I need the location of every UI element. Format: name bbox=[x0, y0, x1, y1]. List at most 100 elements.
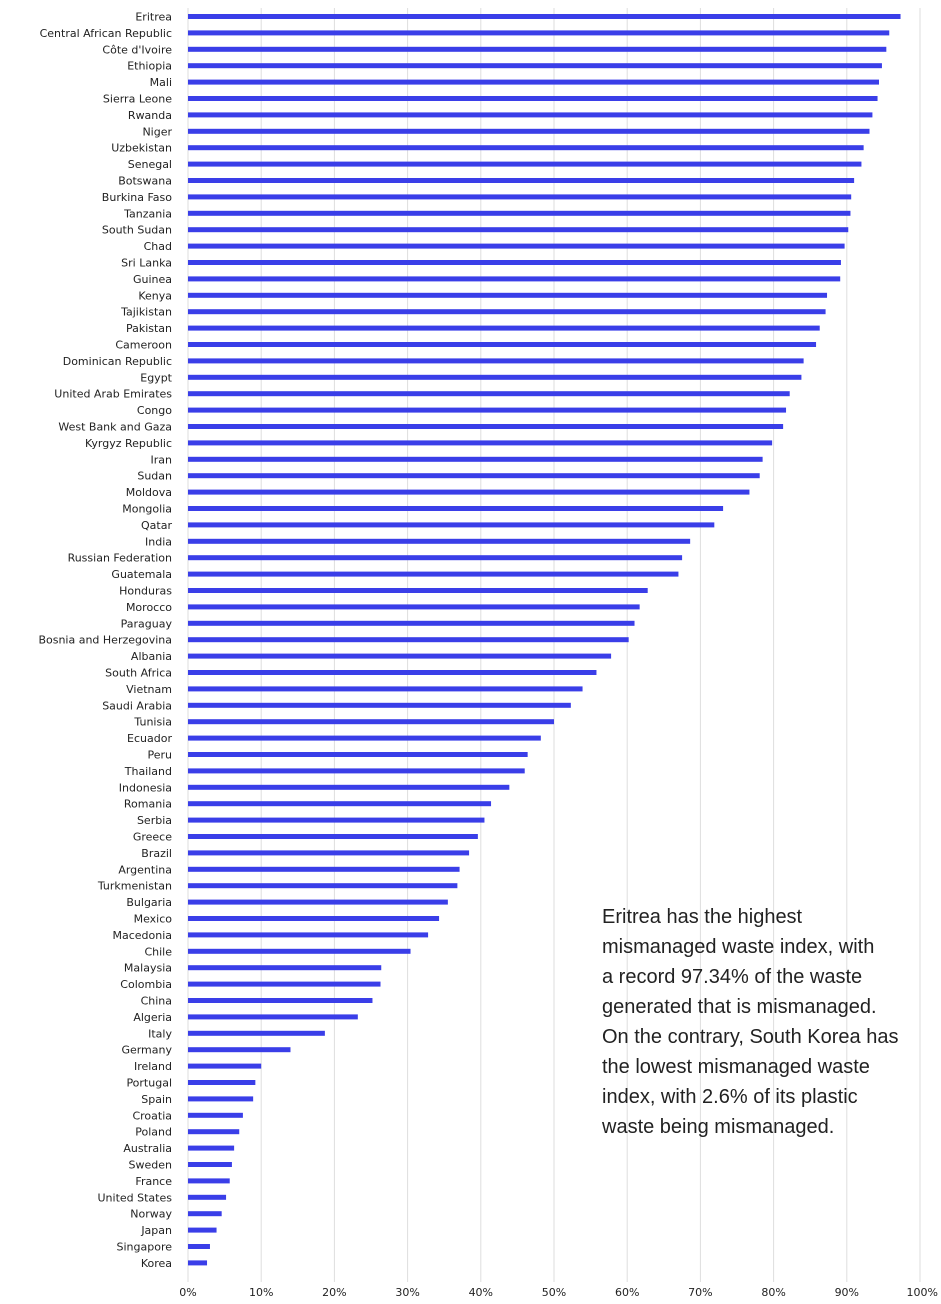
annotation-line: mismanaged waste index, with bbox=[602, 936, 875, 958]
bar bbox=[188, 161, 862, 167]
bar bbox=[188, 1112, 243, 1118]
category-label: Mongolia bbox=[122, 503, 172, 516]
category-label: Croatia bbox=[132, 1109, 172, 1122]
x-tick-label: 70% bbox=[688, 1286, 712, 1299]
category-label: Kyrgyz Republic bbox=[85, 437, 172, 450]
bar bbox=[188, 14, 901, 19]
category-label: Tunisia bbox=[133, 716, 172, 729]
bar bbox=[188, 538, 691, 544]
category-label: Mexico bbox=[134, 913, 173, 926]
category-label: Ecuador bbox=[127, 732, 172, 745]
bar bbox=[188, 1063, 262, 1069]
bar bbox=[188, 571, 679, 577]
bar bbox=[188, 1145, 235, 1151]
bar bbox=[188, 194, 852, 200]
category-label: Macedonia bbox=[112, 929, 172, 942]
category-label: United Arab Emirates bbox=[54, 388, 172, 401]
bar bbox=[188, 1014, 358, 1020]
annotation-text: Eritrea has the highest mismanaged waste… bbox=[602, 902, 941, 1142]
category-label: Iran bbox=[151, 453, 173, 466]
bar bbox=[188, 604, 640, 610]
bar bbox=[188, 932, 429, 938]
x-tick-label: 80% bbox=[761, 1286, 785, 1299]
bar bbox=[188, 407, 787, 413]
bar bbox=[188, 30, 890, 36]
bar bbox=[188, 489, 750, 495]
bar bbox=[188, 981, 381, 987]
gridlines bbox=[187, 8, 921, 1282]
category-label: Portugal bbox=[126, 1077, 172, 1090]
bar bbox=[188, 916, 440, 921]
category-labels: Eritrea Central African Republic Côte d'Iv… bbox=[38, 11, 172, 1270]
category-label: Romania bbox=[124, 798, 172, 811]
category-label: Qatar bbox=[141, 519, 172, 532]
bar bbox=[188, 588, 648, 593]
category-label: Botswana bbox=[118, 175, 172, 188]
category-label: Cameroon bbox=[115, 339, 172, 352]
category-label: Senegal bbox=[128, 158, 172, 171]
category-label: China bbox=[141, 995, 172, 1008]
category-label: Serbia bbox=[137, 814, 172, 827]
bar bbox=[188, 702, 571, 708]
x-tick-label: 30% bbox=[395, 1286, 419, 1299]
bar bbox=[188, 850, 470, 856]
category-label: Bulgaria bbox=[126, 896, 172, 909]
category-label: Germany bbox=[121, 1044, 172, 1057]
category-label: Sierra Leone bbox=[103, 93, 172, 106]
category-label: Italy bbox=[148, 1027, 172, 1040]
category-label: South Sudan bbox=[102, 224, 172, 237]
bar bbox=[188, 752, 528, 757]
bar bbox=[188, 1080, 256, 1085]
bar bbox=[188, 210, 851, 216]
bar bbox=[188, 178, 855, 183]
bar bbox=[188, 965, 382, 971]
category-label: Mali bbox=[150, 76, 172, 89]
bar bbox=[188, 817, 485, 823]
category-label: Vietnam bbox=[126, 683, 172, 696]
bar bbox=[188, 358, 804, 364]
category-label: Niger bbox=[142, 125, 172, 138]
category-label: Sri Lanka bbox=[121, 257, 172, 270]
category-label: Chile bbox=[144, 945, 172, 958]
category-label: France bbox=[135, 1175, 172, 1188]
bar bbox=[188, 325, 820, 331]
category-label: Australia bbox=[123, 1142, 172, 1155]
bar bbox=[188, 424, 784, 429]
bar bbox=[188, 473, 760, 479]
bar bbox=[188, 1096, 254, 1102]
bar bbox=[188, 555, 683, 561]
category-label: Korea bbox=[141, 1257, 172, 1270]
category-label: Chad bbox=[144, 240, 172, 253]
category-label: Singapore bbox=[117, 1241, 173, 1254]
annotation-line: Eritrea has the highest bbox=[602, 906, 803, 928]
bar bbox=[188, 145, 864, 151]
x-tick-label: 0% bbox=[179, 1286, 196, 1299]
category-label: Poland bbox=[135, 1126, 172, 1139]
category-label: Indonesia bbox=[119, 781, 172, 794]
category-label: United States bbox=[98, 1191, 173, 1204]
bar bbox=[188, 391, 790, 397]
bar bbox=[188, 63, 882, 69]
category-label: Argentina bbox=[118, 863, 172, 876]
category-label: Turkmenistan bbox=[97, 880, 172, 893]
category-label: Tajikistan bbox=[120, 306, 172, 319]
annotation-line: a record 97.34% of the waste bbox=[602, 966, 863, 988]
bar bbox=[188, 46, 887, 52]
category-label: Central African Republic bbox=[40, 27, 172, 40]
bar bbox=[188, 276, 841, 282]
bar bbox=[188, 374, 802, 380]
annotation-line: generated that is mismanaged. bbox=[602, 996, 877, 1018]
category-label: India bbox=[145, 535, 172, 548]
category-label: Norway bbox=[130, 1208, 172, 1221]
category-label: Saudi Arabia bbox=[102, 699, 172, 712]
annotation-line: On the contrary, South Korea has bbox=[602, 1026, 899, 1048]
bar bbox=[188, 128, 870, 134]
category-label: Guatemala bbox=[111, 568, 172, 581]
category-label: Guinea bbox=[133, 273, 172, 286]
bar bbox=[188, 456, 763, 462]
bar bbox=[188, 1030, 325, 1036]
category-label: Sudan bbox=[137, 470, 172, 483]
x-tick-label: 100% bbox=[907, 1286, 938, 1299]
bar bbox=[188, 1260, 208, 1266]
bar bbox=[188, 522, 715, 528]
